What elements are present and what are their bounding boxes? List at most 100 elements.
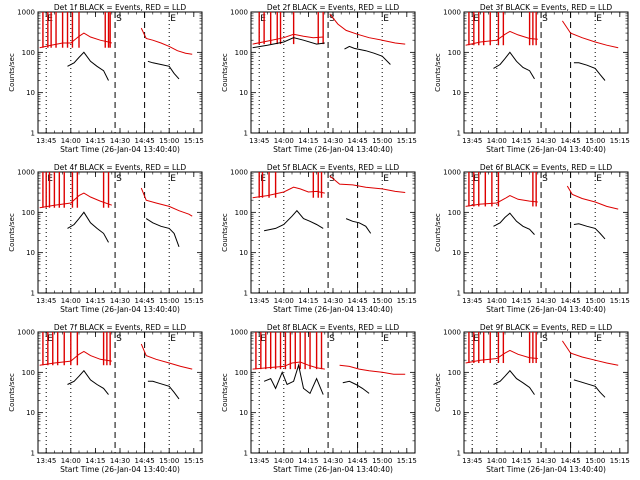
marker-label: S — [542, 334, 548, 344]
x-axis-label: Start Time (26-Jan-04 13:40:40) — [60, 145, 180, 154]
y-tick-label: 1 — [244, 130, 248, 138]
chart-title: Det 2f BLACK = Events, RED = LLD — [267, 3, 400, 12]
series-group — [465, 332, 619, 398]
plot-frame — [250, 11, 416, 134]
marker-label: E — [473, 14, 479, 24]
y-tick-label: 1000 — [443, 9, 461, 17]
series-group — [252, 172, 406, 234]
marker-label: E — [473, 334, 479, 344]
series-line — [329, 175, 406, 193]
x-tick-label: 14:45 — [135, 137, 155, 145]
x-tick-label: 15:15 — [610, 457, 630, 465]
marker-label: E — [473, 174, 479, 184]
y-tick-label: 1 — [31, 290, 35, 298]
y-tick-label: 10 — [452, 89, 461, 97]
y-tick-label: 1000 — [230, 9, 248, 17]
y-tick-label: 10 — [26, 89, 35, 97]
x-tick-label: 14:45 — [561, 297, 581, 305]
y-tick-label: 1000 — [443, 169, 461, 177]
x-tick-label: 14:45 — [135, 297, 155, 305]
marker-label: E — [596, 174, 602, 184]
x-tick-label: 15:15 — [184, 457, 204, 465]
marker-label: S — [542, 14, 548, 24]
y-tick-label: 100 — [448, 209, 461, 217]
x-tick-label: 15:15 — [610, 137, 630, 145]
x-tick-label: 14:30 — [323, 297, 343, 305]
marker-label: E — [383, 14, 389, 24]
chart-panel-8: Det 8f BLACK = Events, RED = LLD 1 10 100 10… — [221, 323, 417, 474]
y-tick-label: 1 — [457, 290, 461, 298]
series-line — [493, 212, 535, 235]
y-tick-label: 10 — [452, 249, 461, 257]
series-line — [252, 361, 325, 370]
y-tick-label: 1000 — [230, 169, 248, 177]
series-line — [147, 380, 180, 400]
chart-title: Det 6f BLACK = Events, RED = LLD — [480, 163, 613, 172]
x-tick-label: 15:15 — [397, 457, 417, 465]
marker-label: E — [170, 334, 176, 344]
y-tick-label: 1000 — [17, 169, 35, 177]
y-tick-label: 1 — [244, 290, 248, 298]
marker-label: S — [329, 14, 335, 24]
x-tick-label: 14:15 — [85, 137, 105, 145]
x-tick-label: 14:30 — [110, 457, 130, 465]
plot-frame — [37, 171, 203, 294]
x-tick-label: 15:15 — [397, 137, 417, 145]
marker-label: E — [596, 14, 602, 24]
y-tick-label: 10 — [239, 249, 248, 257]
y-tick-label: 10 — [26, 249, 35, 257]
x-tick-label: 14:45 — [348, 457, 368, 465]
series-line — [39, 192, 112, 209]
x-tick-label: 13:45 — [36, 137, 56, 145]
plot-frame — [463, 11, 629, 134]
x-tick-label: 14:15 — [298, 297, 318, 305]
x-tick-label: 15:00 — [585, 297, 605, 305]
marker-label: S — [116, 174, 122, 184]
marker-label: E — [47, 14, 53, 24]
x-tick-label: 13:45 — [249, 137, 269, 145]
marker-label: E — [260, 174, 266, 184]
y-tick-label: 100 — [235, 209, 248, 217]
y-tick-label: 100 — [448, 49, 461, 57]
x-tick-label: 13:45 — [462, 137, 482, 145]
x-axis-label: Start Time (26-Jan-04 13:40:40) — [273, 145, 393, 154]
y-tick-label: 1000 — [17, 329, 35, 337]
series-line — [493, 51, 535, 80]
marker-label: E — [596, 334, 602, 344]
x-tick-label: 15:00 — [372, 137, 392, 145]
series-line — [264, 209, 324, 232]
x-tick-label: 15:15 — [184, 137, 204, 145]
x-tick-label: 13:45 — [462, 457, 482, 465]
x-tick-label: 14:45 — [561, 137, 581, 145]
y-tick-label: 10 — [452, 409, 461, 417]
series-line — [252, 33, 324, 45]
series-line — [344, 45, 391, 65]
chart-panel-1: Det 1f BLACK = Events, RED = LLD 1 10 100 10… — [8, 3, 204, 154]
x-tick-label: 14:30 — [110, 137, 130, 145]
y-tick-label: 1 — [31, 130, 35, 138]
x-tick-label: 15:00 — [585, 457, 605, 465]
marker-label: E — [170, 174, 176, 184]
chart-title: Det 7f BLACK = Events, RED = LLD — [54, 323, 187, 332]
x-axis-label: Start Time (26-Jan-04 13:40:40) — [60, 305, 180, 314]
x-tick-label: 13:45 — [36, 297, 56, 305]
x-tick-label: 14:00 — [61, 457, 81, 465]
x-tick-label: 14:00 — [61, 297, 81, 305]
y-axis-label: Counts/sec — [434, 373, 442, 412]
y-axis-label: Counts/sec — [221, 53, 229, 92]
x-tick-label: 15:00 — [159, 137, 179, 145]
x-tick-label: 14:15 — [298, 457, 318, 465]
y-tick-label: 100 — [235, 49, 248, 57]
x-tick-label: 14:00 — [274, 137, 294, 145]
x-tick-label: 14:00 — [274, 297, 294, 305]
marker-label: E — [260, 334, 266, 344]
marker-label: E — [383, 334, 389, 344]
plot-frame — [463, 331, 629, 454]
y-axis-label: Counts/sec — [434, 53, 442, 92]
chart-title: Det 1f BLACK = Events, RED = LLD — [54, 3, 187, 12]
chart-panel-9: Det 9f BLACK = Events, RED = LLD 1 10 100 10… — [434, 323, 630, 474]
x-tick-label: 15:15 — [184, 297, 204, 305]
series-group — [252, 332, 406, 395]
series-line — [145, 218, 180, 247]
